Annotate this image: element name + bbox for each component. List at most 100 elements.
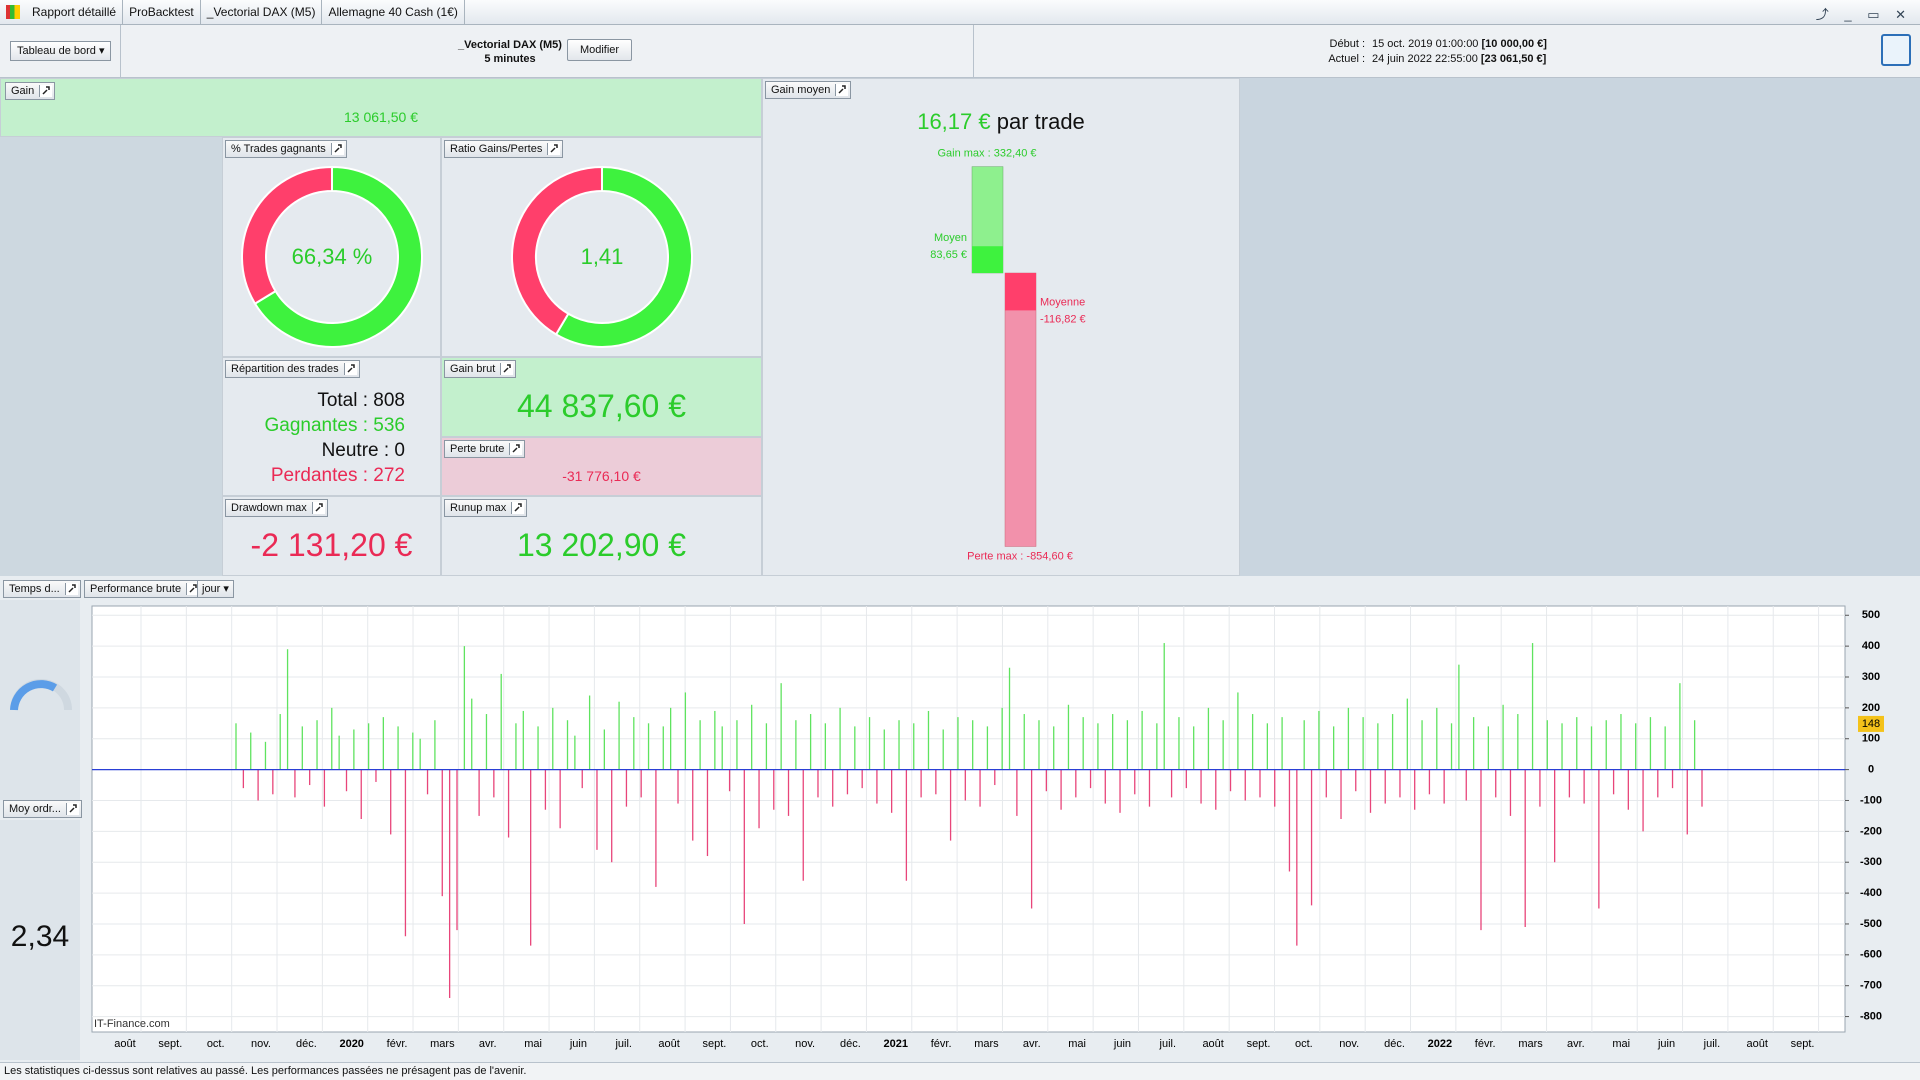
x-tick-label: oct. (1295, 1038, 1313, 1050)
wrench (503, 364, 511, 373)
header-tab[interactable]: _Vectorial DAX (M5) (201, 0, 323, 25)
avg-gain-tab[interactable]: Gain moyen (765, 81, 852, 99)
drawdown-tab[interactable]: Drawdown max (225, 499, 328, 517)
ratio-donut: 1,41 (511, 165, 693, 348)
footer: Les statistiques ci-dessus sont relative… (0, 1062, 1920, 1080)
avg-win-label: 83,65 € (930, 249, 967, 261)
current-label: Actuel : (1328, 53, 1365, 65)
x-tick-label: juin (1113, 1038, 1131, 1050)
x-tick-label: 2020 (339, 1038, 363, 1050)
avg-orders-tab[interactable]: Moy ordr... (3, 800, 82, 818)
x-tick-label: sept. (158, 1038, 182, 1050)
x-tick-label: 2021 (884, 1038, 908, 1050)
gain-max-label: Gain max : 332,40 € (937, 148, 1036, 160)
start-label: Début : (1329, 38, 1365, 50)
plot-area (91, 605, 1846, 1033)
avg-loss-label: -116,82 € (1040, 313, 1086, 325)
system-name: _Vectorial DAX (M5) (458, 39, 562, 51)
wrench (68, 584, 76, 593)
donut-label: 66,34 % (292, 244, 373, 269)
dashboard-dropdown[interactable]: Tableau de bord ▾ (10, 41, 112, 61)
avg-gain-unit: par trade (996, 109, 1085, 134)
wrench (514, 503, 523, 512)
x-tick-label: oct. (751, 1038, 769, 1050)
gauge-fill (10, 680, 58, 711)
wrench (189, 584, 197, 593)
donut-win (554, 165, 693, 348)
settings-icon[interactable] (512, 444, 521, 453)
settings-icon[interactable] (69, 804, 77, 813)
donut-win (253, 165, 423, 348)
x-tick-label: avr. (479, 1038, 497, 1050)
y-tick-label: 100 (1862, 733, 1880, 745)
gross-gain-tab[interactable]: Gain brut (444, 360, 517, 378)
gain-panel: Gain 13 061,50 € (0, 78, 762, 137)
y-tick-label: -500 (1860, 918, 1882, 930)
tabs: Rapport détaillé ProBacktest _Vectorial DA… (26, 0, 465, 25)
period-label: jour (202, 583, 221, 595)
x-tick-label: sept. (1791, 1038, 1815, 1050)
window-controls[interactable]: ⤴ _ ▭ ✕ (1815, 7, 1912, 22)
wrench (550, 144, 559, 153)
gross-loss-value: -31 776,10 € (562, 468, 641, 484)
gain-tab[interactable]: Gain (5, 82, 56, 100)
duration-tab[interactable]: Temps d... (3, 580, 81, 598)
settings-icon[interactable] (550, 144, 559, 153)
runup-tab[interactable]: Runup max (444, 499, 528, 517)
gross-loss-tab[interactable]: Perte brute (444, 440, 526, 458)
settings-icon[interactable] (514, 503, 523, 512)
system-info: _Vectorial DAX (M5) 5 minutes (420, 38, 600, 66)
settings-icon[interactable] (503, 364, 511, 373)
x-tick-label: 2022 (1428, 1038, 1452, 1050)
wrench (334, 144, 342, 153)
wrench (512, 444, 521, 453)
toolbar: Tableau de bord ▾ _Vectorial DAX (M5) 5 m… (0, 25, 1920, 78)
drawdown-panel: Drawdown max -2 131,20 € (222, 496, 441, 576)
current-badge (1858, 715, 1884, 732)
period-dropdown[interactable]: jour ▾ (197, 580, 234, 598)
edit-button[interactable]: Modifier (567, 39, 632, 61)
header-tab[interactable]: Allemagne 40 Cash (1€) (322, 0, 465, 25)
app-icon (6, 5, 20, 19)
watermark: IT-Finance.com (94, 1018, 170, 1030)
settings-icon[interactable] (347, 364, 355, 373)
avg-win-name: Moyen (934, 232, 967, 244)
x-tick-label: juin (1657, 1038, 1675, 1050)
avg-win-bar (972, 246, 1003, 273)
wrench (69, 804, 77, 813)
y-tick-label: -600 (1860, 949, 1882, 961)
win-rate-panel: % Trades gagnants 66,34 % (222, 137, 441, 357)
x-tick-label: févr. (931, 1038, 952, 1050)
loss-max-label: Perte max : -854,60 € (967, 550, 1073, 562)
x-tick-label: déc. (1384, 1038, 1405, 1050)
settings-icon[interactable] (315, 503, 323, 512)
winners-row: Gagnantes : 536 (264, 415, 406, 436)
current-capital: [23 061,50 €] (1480, 53, 1547, 65)
y-tick-label: -700 (1860, 980, 1882, 992)
chart-tab[interactable]: Performance brute (84, 580, 203, 598)
header-tab[interactable]: Rapport détaillé (26, 0, 124, 25)
x-tick-label: mai (524, 1038, 542, 1050)
x-tick-label: juin (569, 1038, 587, 1050)
settings-icon[interactable] (334, 144, 342, 153)
header-tab[interactable]: ProBacktest (123, 0, 201, 25)
loss-max-bar (1004, 272, 1037, 547)
current-label: 148 (1862, 718, 1880, 730)
y-tick-label: -300 (1860, 856, 1882, 868)
settings-icon[interactable] (838, 85, 847, 94)
total-row: Total : 808 (317, 390, 405, 411)
y-tick-label: 200 (1862, 702, 1880, 714)
breakdown-tab[interactable]: Répartition des trades (225, 360, 360, 378)
settings-icon[interactable] (189, 584, 197, 593)
report-icon[interactable] (1881, 34, 1911, 66)
dates: 15 oct. 2019 01:00:00 [10 000,00 €] 24 ju… (1372, 37, 1547, 67)
x-tick-label: févr. (387, 1038, 408, 1050)
x-tick-label: févr. (1475, 1038, 1496, 1050)
losers-row: Perdantes : 272 (270, 465, 405, 486)
ratio-tab[interactable]: Ratio Gains/Pertes (444, 140, 564, 158)
settings-icon[interactable] (68, 584, 76, 593)
settings-icon[interactable] (42, 86, 50, 95)
win-rate-tab[interactable]: % Trades gagnants (225, 140, 347, 158)
runup-panel: Runup max 13 202,90 € (441, 496, 762, 576)
